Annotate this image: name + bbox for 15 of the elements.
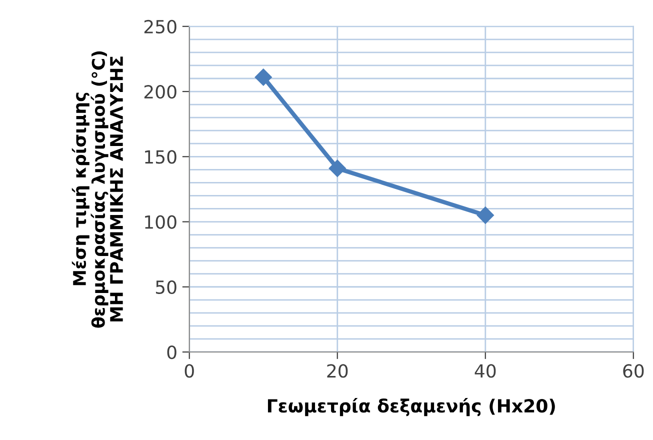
y-tick-label: 50 bbox=[156, 280, 176, 294]
x-tick-label: 60 bbox=[623, 364, 644, 378]
y-tick-label: 250 bbox=[144, 20, 176, 34]
y-tick-label: 150 bbox=[145, 150, 176, 164]
y-tick-label: 0 bbox=[167, 345, 176, 360]
y-tick-label: 100 bbox=[145, 215, 176, 229]
x-tick-label: 0 bbox=[184, 364, 194, 378]
x-tick-label: 40 bbox=[474, 364, 496, 378]
y-tick-label: 200 bbox=[144, 84, 176, 99]
point bbox=[254, 68, 272, 86]
point bbox=[328, 160, 346, 177]
y-axis-title: Μέση τιμή κρίσιμης θερμοκρασίας λυγισμού (°C) ΜΗ ΓΡΑΜΜΙΚΗΣ ΑΝΑΛΥΣΗΣ bbox=[72, 51, 123, 328]
point bbox=[476, 206, 494, 224]
x-axis-title: Γεωμετρία δεξαμενής (Hx20) bbox=[268, 398, 555, 416]
x-tick-label: 20 bbox=[327, 364, 348, 378]
